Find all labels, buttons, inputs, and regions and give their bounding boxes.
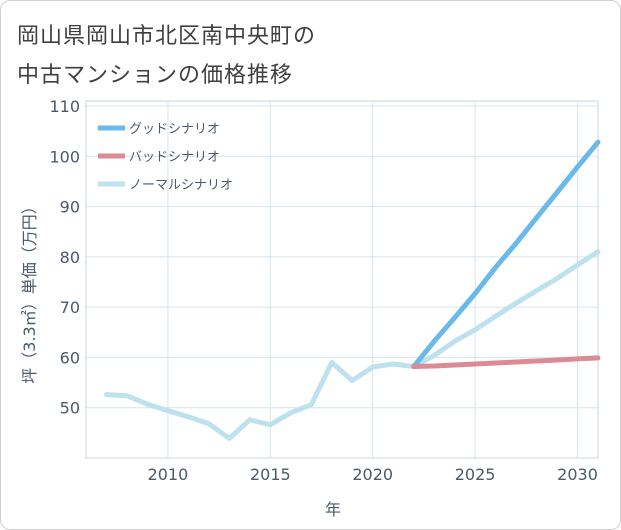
y-tick-label: 100 xyxy=(49,147,80,166)
plot-area xyxy=(85,100,599,459)
y-axis-ticks: 50 60 70 80 90 100 110 xyxy=(49,97,80,418)
y-axis-title: 坪（3.3㎡）単価（万円） xyxy=(20,198,39,383)
y-tick-label: 90 xyxy=(60,198,80,217)
x-tick-label: 2030 xyxy=(557,465,598,484)
legend-label: バッドシナリオ xyxy=(129,150,220,165)
y-tick-label: 70 xyxy=(60,298,80,317)
y-tick-label: 80 xyxy=(60,248,80,267)
chart-title-line-1: 岡山県岡山市北区南中央町の xyxy=(17,24,317,49)
series-line xyxy=(411,355,601,369)
series-lines xyxy=(104,139,601,441)
series-line xyxy=(411,139,601,369)
x-tick-label: 2025 xyxy=(455,465,496,484)
x-tick-label: 2020 xyxy=(352,465,393,484)
x-axis-ticks: 2010 2015 2020 2025 2030 xyxy=(148,465,598,484)
legend-label: グッドシナリオ xyxy=(129,122,220,137)
x-tick-label: 2015 xyxy=(250,465,291,484)
chart-title-line-2: 中古マンションの価格推移 xyxy=(17,63,294,88)
series-line xyxy=(104,249,601,441)
legend-label: ノーマルシナリオ xyxy=(129,178,233,193)
x-axis-title: 年 xyxy=(325,500,341,519)
y-tick-label: 110 xyxy=(49,97,80,116)
y-tick-label: 60 xyxy=(60,348,80,367)
y-tick-label: 50 xyxy=(60,399,80,418)
x-tick-label: 2010 xyxy=(148,465,189,484)
